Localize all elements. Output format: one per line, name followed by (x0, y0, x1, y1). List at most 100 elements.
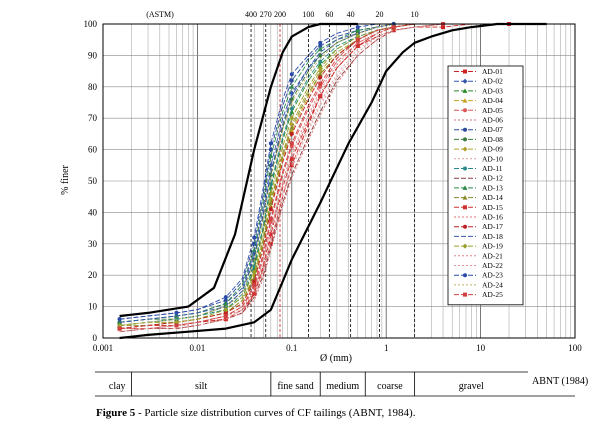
legend-label: AD-24 (482, 280, 503, 289)
envelope-lower (119, 22, 547, 340)
y-tick-label: 60 (88, 145, 98, 155)
x-tick-label: 1 (384, 343, 389, 353)
series-layer (117, 21, 547, 333)
astm-sieve-label: 40 (347, 10, 355, 19)
legend-item: AD-02 (454, 77, 503, 86)
series-marker (268, 207, 273, 212)
legend-item: AD-03 (454, 86, 503, 95)
series-marker (252, 282, 257, 287)
series-marker (223, 300, 229, 306)
series-marker (318, 53, 323, 58)
legend-item: AD-09 (454, 145, 503, 154)
astm-sieve-label: 10 (411, 10, 419, 19)
series-marker (462, 98, 468, 103)
y-tick-label: 90 (88, 50, 98, 60)
astm-label: (ASTM) (146, 10, 174, 19)
series-line (119, 23, 415, 323)
astm-sieve-label: 20 (376, 10, 384, 19)
legend-label: AD-19 (482, 242, 503, 251)
legend-item: AD-19 (454, 242, 503, 251)
y-tick-label: 40 (88, 207, 98, 217)
legend-label: AD-07 (482, 125, 503, 134)
series-marker (318, 43, 323, 48)
series-marker (117, 317, 122, 322)
series-marker (318, 75, 323, 80)
y-tick-label: 30 (88, 239, 98, 249)
series-marker (268, 216, 273, 221)
legend-label: AD-09 (482, 145, 503, 154)
series-marker (289, 84, 295, 89)
series-marker (317, 62, 323, 67)
abnt-class-label: gravel (459, 381, 484, 392)
legend-item: AD-06 (454, 116, 503, 125)
legend-item: AD-21 (454, 251, 503, 260)
series-marker (289, 125, 295, 130)
astm-sieve-label: 400 (245, 10, 257, 19)
series-marker (463, 273, 467, 278)
legend-label: AD-17 (482, 222, 503, 231)
series-marker (289, 163, 294, 168)
plot-frame (102, 23, 576, 339)
series-marker (318, 81, 323, 86)
series-marker (289, 115, 295, 121)
series-marker (268, 162, 274, 168)
y-tick-label: 0 (93, 333, 98, 343)
legend-item: AD-13 (454, 183, 503, 192)
series-line (119, 23, 415, 326)
series-line (119, 23, 415, 326)
abnt-class-bands: clay silt fine sand medium coarse gravel (95, 371, 575, 397)
astm-sieve-lines: 400 270 200 100 60 40 20 10 (245, 10, 419, 338)
legend-label: AD-18 (482, 232, 503, 241)
x-tick-label: 0.1 (286, 343, 297, 353)
series-marker (268, 153, 274, 158)
series-marker (223, 314, 228, 319)
series-marker (318, 59, 323, 64)
series-marker (463, 137, 467, 142)
y-tick-label: 80 (88, 82, 98, 92)
series-marker (252, 235, 257, 240)
series-marker (223, 295, 228, 300)
legend-item: AD-17 (454, 222, 503, 231)
astm-sieve-label: 100 (302, 10, 314, 19)
legend-label: AD-04 (482, 96, 503, 105)
series-ad-22 (119, 23, 444, 333)
series-marker (223, 310, 228, 315)
legend-item: AD-08 (454, 135, 503, 144)
astm-sieve-label: 270 (260, 10, 272, 19)
series-marker (441, 25, 446, 30)
legend-label: AD-03 (482, 86, 503, 95)
legend-item: AD-24 (454, 280, 503, 289)
series-marker (289, 157, 294, 162)
series-line (119, 23, 415, 326)
legend-label: AD-11 (482, 164, 503, 173)
y-tick-label: 70 (88, 113, 98, 123)
legend-label: AD-25 (482, 290, 503, 299)
series-marker (355, 25, 360, 30)
legend-label: AD-22 (482, 261, 503, 270)
series-marker (463, 69, 467, 74)
series-marker (462, 88, 468, 93)
legend-label: AD-06 (482, 116, 503, 125)
series-ad-21 (119, 23, 443, 330)
series-marker (117, 326, 122, 331)
series-marker (289, 78, 294, 83)
series-line (119, 23, 415, 330)
legend-label: AD-14 (482, 193, 503, 202)
legend-item: AD-05 (454, 106, 503, 115)
series-line (119, 23, 415, 323)
legend-item: AD-15 (454, 203, 503, 212)
legend-label: AD-08 (482, 135, 503, 144)
x-tick-label: 0.001 (93, 343, 113, 353)
series-marker (463, 292, 467, 297)
legend-label: AD-10 (482, 154, 503, 163)
series-marker (223, 317, 228, 322)
series-marker (391, 28, 396, 33)
series-marker (289, 141, 294, 146)
legend-label: AD-23 (482, 271, 503, 280)
legend-item: AD-12 (454, 174, 503, 183)
x-tick-label: 100 (568, 343, 582, 353)
series-ad-12 (119, 23, 444, 333)
series-ad-23 (117, 22, 415, 322)
series-marker (251, 269, 257, 275)
series-marker (463, 127, 467, 132)
